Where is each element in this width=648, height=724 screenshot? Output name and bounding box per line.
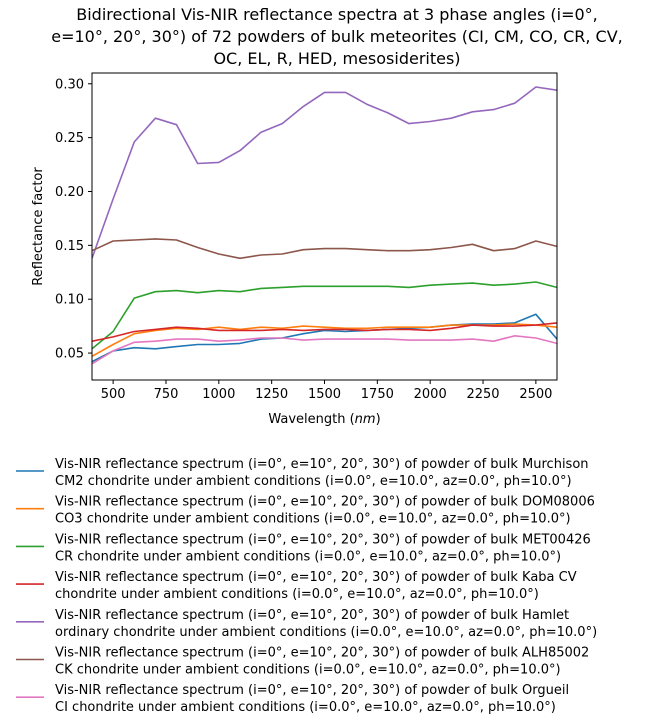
- x-axis-label: Wavelength (nm): [268, 412, 380, 427]
- legend-label-1-line-2: CM2 chondrite under ambient conditions (…: [55, 474, 572, 489]
- series-line-1: [92, 313, 557, 363]
- x-tick-label: 1250: [255, 387, 288, 402]
- x-tick-label: 1000: [202, 387, 235, 402]
- legend-label-2-line-1: Vis-NIR reflectance spectrum (i=0°, e=10…: [55, 495, 595, 510]
- x-axis-label-unit: nm: [355, 412, 376, 427]
- series-line-7: [92, 335, 557, 365]
- y-axis-label: Reflectance factor: [31, 167, 46, 286]
- x-axis-label-close: ): [376, 412, 381, 427]
- x-tick-label: 2500: [519, 387, 552, 402]
- legend-label-5-line-2: ordinary chondrite under ambient conditi…: [55, 625, 597, 640]
- x-tick-label: 2000: [414, 387, 447, 402]
- legend-label-6-line-1: Vis-NIR reflectance spectrum (i=0°, e=10…: [55, 646, 589, 661]
- chart-title-line-3: OC, EL, R, HED, mesosiderites): [213, 49, 460, 68]
- legend: Vis-NIR reflectance spectrum (i=0°, e=10…: [16, 457, 597, 715]
- plot-frame: [91, 72, 558, 381]
- x-tick-label: 750: [154, 387, 179, 402]
- series-layer: [92, 86, 557, 365]
- x-axis-label-text: Wavelength (: [268, 412, 354, 427]
- legend-label-3-line-2: CR chondrite under ambient conditions (i…: [55, 549, 561, 564]
- legend-label-4-line-1: Vis-NIR reflectance spectrum (i=0°, e=10…: [55, 570, 577, 585]
- legend-label-3-line-1: Vis-NIR reflectance spectrum (i=0°, e=10…: [55, 532, 591, 547]
- legend-label-7-line-2: CI chondrite under ambient conditions (i…: [55, 700, 556, 715]
- series-line-5: [92, 86, 557, 259]
- legend-label-5-line-1: Vis-NIR reflectance spectrum (i=0°, e=10…: [55, 608, 569, 623]
- y-tick-label: 0.20: [55, 185, 84, 200]
- series-line-3: [92, 281, 557, 350]
- y-tick-label: 0.05: [55, 347, 84, 362]
- legend-label-4-line-2: chondrite under ambient conditions (i=0.…: [55, 587, 539, 602]
- y-tick-label: 0.10: [55, 293, 84, 308]
- y-tick-label: 0.15: [55, 239, 84, 254]
- x-tick-label: 1500: [308, 387, 341, 402]
- chart-title-line-1: Bidirectional Vis-NIR reflectance spectr…: [76, 5, 598, 24]
- chart-title-line-2: e=10°, 20°, 30°) of 72 powders of bulk m…: [51, 27, 623, 46]
- x-tick-label: 1750: [361, 387, 394, 402]
- y-tick-label: 0.30: [55, 77, 84, 92]
- x-axis: 500 750 1000 1250 1500 1750 2000 2250 2500: [101, 380, 552, 402]
- y-tick-label: 0.25: [55, 131, 84, 146]
- y-axis: 0.05 0.10 0.15 0.20 0.25 0.30: [55, 77, 92, 362]
- x-tick-label: 500: [101, 387, 126, 402]
- chart-title: Bidirectional Vis-NIR reflectance spectr…: [51, 5, 623, 68]
- series-line-6: [92, 238, 557, 260]
- legend-label-7-line-1: Vis-NIR reflectance spectrum (i=0°, e=10…: [55, 683, 569, 698]
- legend-label-2-line-2: CO3 chondrite under ambient conditions (…: [55, 512, 571, 527]
- legend-label-6-line-2: CK chondrite under ambient conditions (i…: [55, 663, 561, 678]
- series-line-4: [92, 322, 557, 342]
- x-tick-label: 2250: [466, 387, 499, 402]
- legend-label-1-line-1: Vis-NIR reflectance spectrum (i=0°, e=10…: [55, 457, 589, 472]
